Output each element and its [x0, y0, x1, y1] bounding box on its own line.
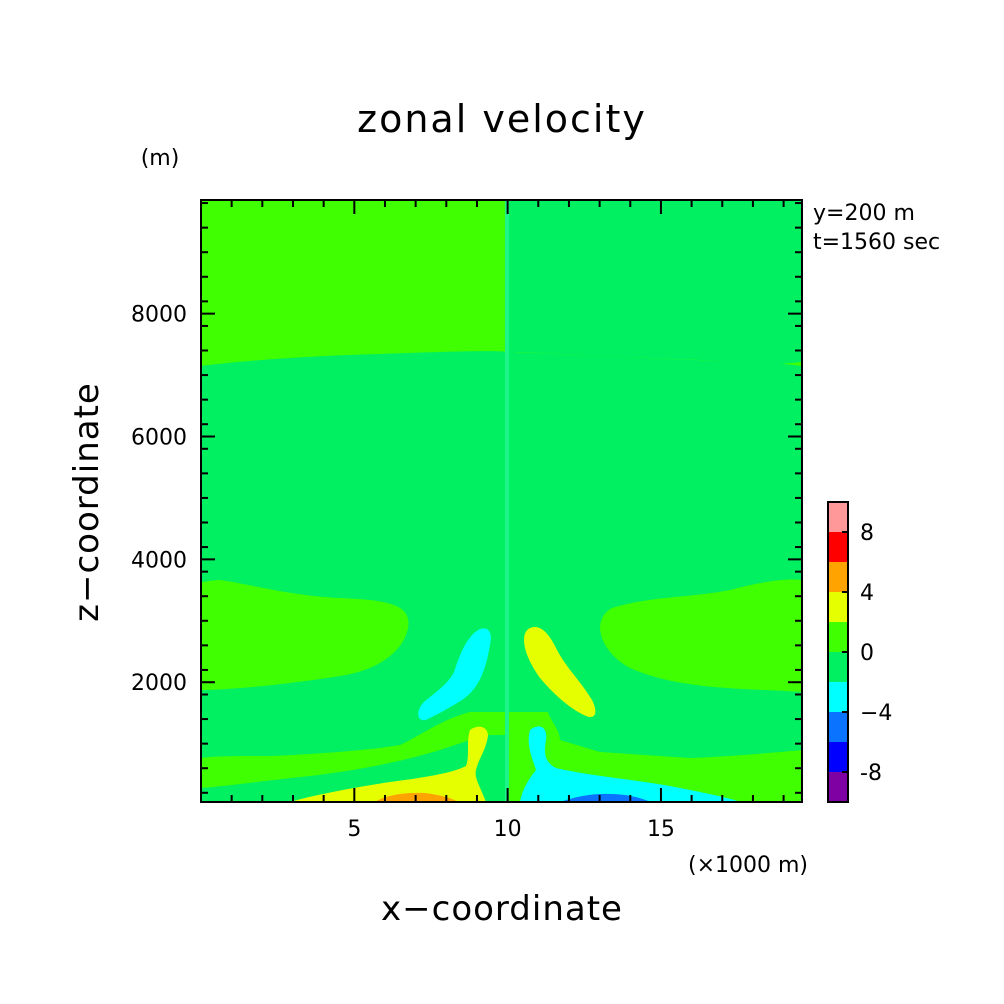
- plot-frame: [200, 199, 803, 803]
- cyan-core-left: [418, 628, 491, 721]
- y-unit-label: (m): [141, 146, 180, 171]
- annotation-y: y=200 m: [813, 201, 915, 226]
- axes: 5 10 15 2000 4000 6000 8000: [131, 200, 802, 842]
- colorbar-tick-label: −4: [860, 701, 892, 726]
- colorbar-swatch: [828, 562, 848, 592]
- velocity-field: [201, 200, 802, 802]
- colorbar-swatch: [828, 652, 848, 682]
- colorbar-swatch: [828, 622, 848, 652]
- colorbar-swatch: [828, 592, 848, 622]
- colorbar-tick-label: 8: [860, 521, 874, 546]
- x-tick-label: 10: [494, 817, 522, 842]
- colorbar-tick-label: -8: [860, 761, 882, 786]
- yellow-core-right: [524, 626, 596, 718]
- colorbar-tick-label: 0: [860, 641, 874, 666]
- colorbar-tick-label: 4: [860, 581, 874, 606]
- colorbar-swatch: [828, 682, 848, 712]
- x-unit-label: (×1000 m): [688, 853, 808, 878]
- y-tick-label: 6000: [131, 426, 187, 451]
- colorbar-swatch: [828, 502, 848, 532]
- y-tick-label: 2000: [131, 671, 187, 696]
- region-upper-right: [508, 200, 802, 364]
- colorbar: -8 −4 0 4 8: [827, 501, 892, 803]
- x-tick-label: 15: [647, 817, 675, 842]
- y-tick-label: 8000: [131, 303, 187, 328]
- colorbar-swatch: [828, 532, 848, 562]
- region-mid-negative: [201, 351, 802, 758]
- yellow-core-left-surface: [290, 726, 488, 802]
- annotation-t: t=1560 sec: [813, 230, 940, 255]
- colorbar-swatch: [828, 772, 848, 802]
- chart-title: zonal velocity: [357, 97, 647, 141]
- x-axis-label: x−coordinate: [381, 889, 623, 929]
- colorbar-swatch: [828, 712, 848, 742]
- blue-core-surface: [560, 793, 650, 802]
- center-seam: [505, 200, 509, 802]
- cyan-core-right-surface: [520, 726, 740, 802]
- colorbar-swatch: [828, 742, 848, 772]
- y-axis-label: z−coordinate: [67, 382, 107, 622]
- y-tick-label: 4000: [131, 548, 187, 573]
- x-tick-label: 5: [347, 817, 361, 842]
